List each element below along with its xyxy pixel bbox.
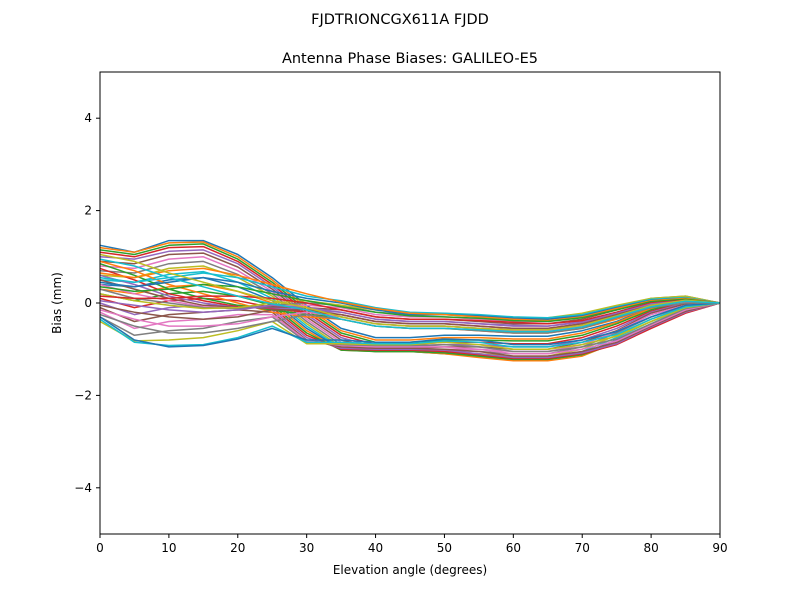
- series-line-32: [99, 267, 721, 322]
- series-line-1: [99, 239, 721, 339]
- y-tick-label: −2: [74, 388, 92, 402]
- y-tick-label: 0: [84, 296, 92, 310]
- x-axis-label: Elevation angle (degrees): [333, 563, 487, 577]
- x-tick-label: 80: [643, 541, 658, 555]
- x-tick-label: 30: [299, 541, 314, 555]
- y-axis-ticks: −4 −2 0 2 4: [74, 111, 100, 495]
- y-axis-label: Bias (mm): [50, 272, 64, 334]
- x-tick-label: 20: [230, 541, 245, 555]
- series-line-35: [99, 299, 721, 327]
- x-tick-label: 40: [368, 541, 383, 555]
- series-lines: [99, 239, 721, 362]
- x-tick-label: 60: [506, 541, 521, 555]
- series-line-40: [99, 258, 721, 333]
- figure-suptitle: FJDTRIONCGX611A FJDD: [311, 12, 489, 28]
- series-line-30: [99, 272, 721, 319]
- chart-title: Antenna Phase Biases: GALILEO-E5: [282, 51, 538, 67]
- x-tick-label: 90: [712, 541, 727, 555]
- x-axis-ticks: 0 10 20 30 40 50 60 70 80 90: [96, 534, 728, 555]
- series-line-19: [99, 302, 721, 350]
- series-line-2: [99, 241, 721, 341]
- series-line-20: [99, 302, 721, 348]
- series-line-31: [99, 276, 721, 320]
- series-line-18: [99, 302, 721, 353]
- x-tick-label: 70: [575, 541, 590, 555]
- x-tick-label: 50: [437, 541, 452, 555]
- y-tick-label: 2: [84, 204, 92, 218]
- series-line-34: [99, 295, 721, 325]
- series-line-39: [99, 253, 721, 331]
- x-tick-label: 0: [96, 541, 104, 555]
- series-line-21: [99, 302, 721, 348]
- series-line-36: [99, 300, 721, 330]
- plot-frame: [99, 71, 721, 535]
- y-tick-label: −4: [74, 481, 92, 495]
- x-tick-label: 10: [161, 541, 176, 555]
- series-line-33: [99, 283, 721, 323]
- y-tick-label: 4: [84, 111, 92, 125]
